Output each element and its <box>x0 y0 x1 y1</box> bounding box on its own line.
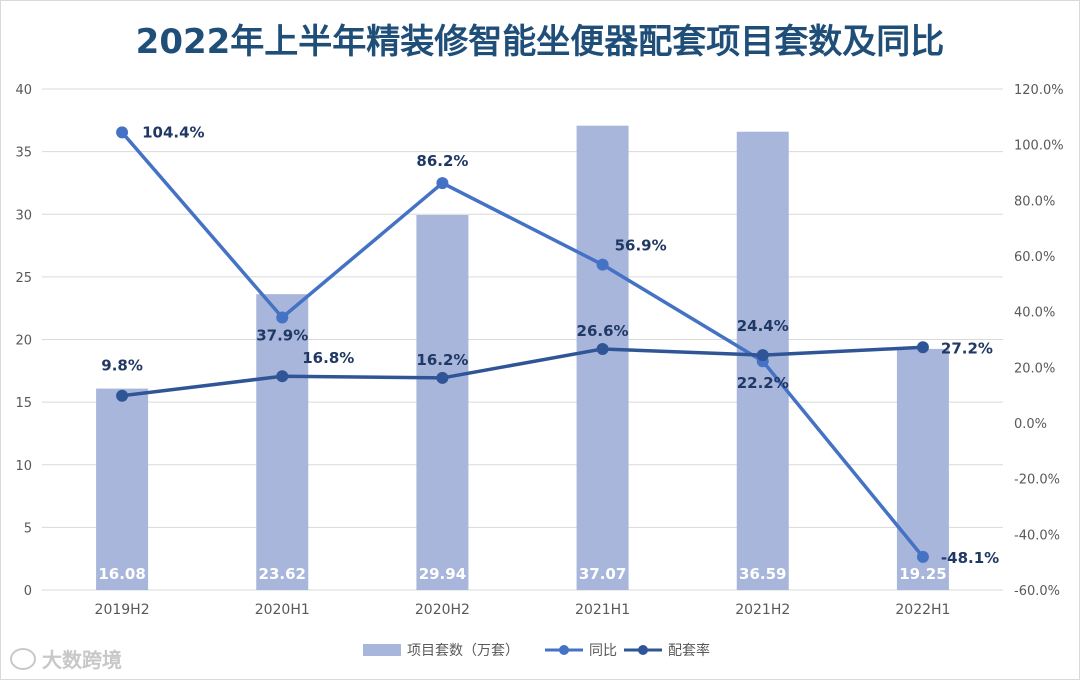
left-axis-tick-label: 40 <box>15 83 32 98</box>
right-axis-tick-label: -60.0% <box>1014 584 1060 599</box>
rate-point <box>276 370 289 383</box>
rate-point <box>436 371 449 384</box>
yoy-point <box>916 550 929 563</box>
rate-data-label: 16.8% <box>302 349 354 367</box>
rate-point <box>916 341 929 354</box>
x-axis-tick-label: 2020H1 <box>255 602 310 618</box>
right-axis-tick-label: -20.0% <box>1014 473 1060 488</box>
yoy-data-label: -48.1% <box>941 549 999 567</box>
rate-line <box>121 345 924 398</box>
yoy-point <box>116 126 129 139</box>
legend-swatch-bar <box>363 644 401 656</box>
rate-data-label: 26.6% <box>577 322 629 340</box>
bar <box>96 388 149 590</box>
rate-data-label: 9.8% <box>101 357 143 375</box>
rate-point <box>596 342 609 355</box>
yoy-point <box>276 311 289 324</box>
left-axis-tick-label: 0 <box>24 584 32 599</box>
bar-value-label: 36.59 <box>739 565 786 583</box>
x-axis-tick-label: 2021H2 <box>735 602 790 618</box>
x-axis-tick-label: 2020H2 <box>415 602 470 618</box>
right-axis-tick-label: 60.0% <box>1014 250 1055 265</box>
yoy-data-label: 56.9% <box>615 237 667 255</box>
legend-marker-rate <box>638 645 648 655</box>
rate-point <box>756 349 769 362</box>
yoy-data-label: 86.2% <box>416 152 468 170</box>
watermark-text: 大数跨境 <box>42 648 122 672</box>
watermark-logo-icon <box>10 647 36 670</box>
left-axis-tick-label: 15 <box>15 396 32 411</box>
bar-value-label: 19.25 <box>899 565 946 583</box>
x-axis-tick-label: 2022H1 <box>895 602 950 618</box>
left-axis-tick-label: 20 <box>15 334 32 349</box>
rate-data-label: 16.2% <box>416 351 468 369</box>
bar <box>896 348 949 590</box>
rate-data-label: 27.2% <box>941 339 993 357</box>
left-axis-tick-label: 5 <box>24 521 32 536</box>
right-axis-tick-label: 100.0% <box>1014 139 1064 154</box>
yoy-point <box>436 177 449 190</box>
right-axis-tick-label: 40.0% <box>1014 306 1055 321</box>
bar <box>256 294 309 590</box>
yoy-data-label: 22.2% <box>737 374 789 392</box>
x-axis-tick-label: 2021H1 <box>575 602 630 618</box>
bar-value-label: 37.07 <box>579 565 626 583</box>
legend-label-bar: 项目套数（万套） <box>407 643 519 659</box>
left-axis-tick-label: 30 <box>15 208 32 223</box>
bar-value-label: 23.62 <box>259 565 306 583</box>
yoy-data-label: 104.4% <box>142 123 204 141</box>
watermark: 大数跨境 <box>10 644 122 673</box>
right-axis-tick-label: 80.0% <box>1014 194 1055 209</box>
left-axis-tick-label: 25 <box>15 271 32 286</box>
yoy-point <box>596 258 609 271</box>
left-axis-tick-label: 35 <box>15 146 32 161</box>
yoy-line <box>120 131 925 558</box>
chart-title: 2022年上半年精装修智能坐便器配套项目套数及同比 <box>135 22 945 62</box>
bar-value-label: 29.94 <box>419 565 466 583</box>
right-axis-tick-label: 120.0% <box>1014 83 1064 98</box>
legend-marker-yoy <box>559 645 569 655</box>
right-axis-tick-label: 0.0% <box>1014 417 1047 432</box>
bar <box>416 215 469 590</box>
right-axis-tick-label: -40.0% <box>1014 528 1060 543</box>
legend-label-rate: 配套率 <box>668 642 710 659</box>
bar-value-label: 16.08 <box>98 565 145 583</box>
x-axis-tick-label: 2019H2 <box>95 602 150 618</box>
yoy-data-label: 37.9% <box>256 327 308 345</box>
rate-data-label: 24.4% <box>737 317 789 335</box>
left-axis-tick-label: 10 <box>15 459 32 474</box>
legend-label-yoy: 同比 <box>589 643 617 659</box>
right-axis-tick-label: 20.0% <box>1014 361 1055 376</box>
bar <box>576 125 629 591</box>
rate-point <box>116 389 129 402</box>
